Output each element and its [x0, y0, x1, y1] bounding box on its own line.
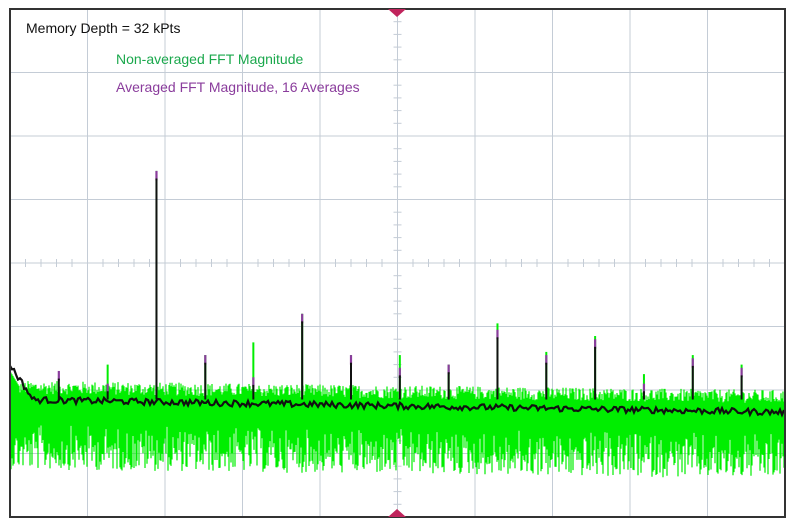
- legend-averaged: Averaged FFT Magnitude, 16 Averages: [116, 79, 360, 95]
- averaged-fft-trace: [9, 178, 786, 418]
- averaged-trace-line: [9, 365, 786, 418]
- memory-depth-annotation: Memory Depth = 32 kPts: [26, 20, 180, 36]
- trigger-marker-top: [388, 9, 406, 17]
- trigger-marker-bottom: [388, 509, 406, 517]
- legend-non-averaged: Non-averaged FFT Magnitude: [116, 51, 303, 67]
- graticule-grid: [10, 9, 785, 517]
